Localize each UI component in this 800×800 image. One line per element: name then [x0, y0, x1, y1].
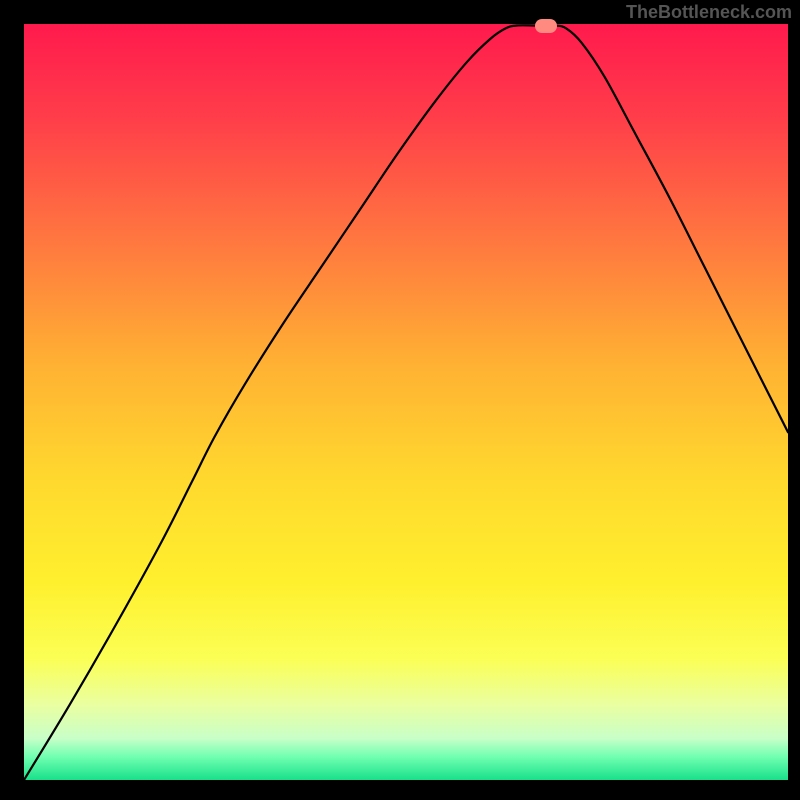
- bottleneck-chart: [24, 24, 788, 780]
- watermark-text: TheBottleneck.com: [626, 2, 792, 23]
- optimal-point-marker: [535, 19, 557, 33]
- bottleneck-curve: [24, 24, 788, 780]
